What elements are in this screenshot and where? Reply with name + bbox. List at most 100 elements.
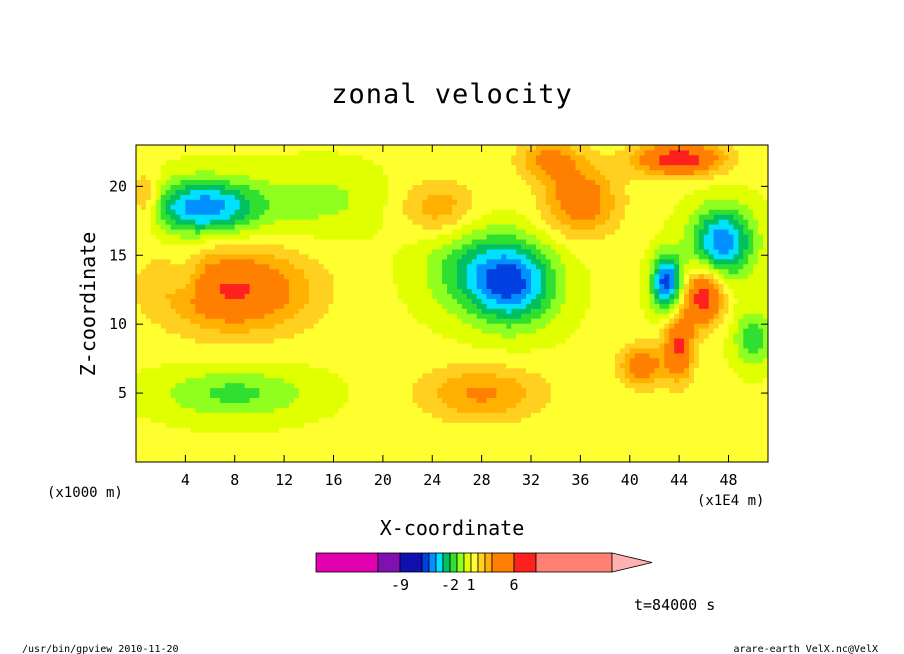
heatmap-cell <box>219 382 226 389</box>
heatmap-cell <box>160 407 167 413</box>
heatmap-cell <box>136 323 142 329</box>
heatmap-cell <box>358 402 364 408</box>
heatmap-cell <box>323 145 329 151</box>
heatmap-cell <box>298 288 305 294</box>
heatmap-cell <box>215 367 221 374</box>
heatmap-cell <box>338 343 344 349</box>
heatmap-cell <box>486 273 492 280</box>
heatmap-cell <box>160 348 167 354</box>
heatmap-cell <box>437 229 443 235</box>
heatmap-cell <box>392 457 399 463</box>
heatmap-cell <box>313 249 320 255</box>
heatmap-cell <box>456 145 463 151</box>
heatmap-cell <box>397 447 404 453</box>
heatmap-cell <box>377 308 384 314</box>
heatmap-cell <box>318 229 325 235</box>
heatmap-cell <box>368 164 374 171</box>
heatmap-cell <box>363 164 369 171</box>
heatmap-cell <box>377 288 384 294</box>
heatmap-cell <box>298 328 305 334</box>
heatmap-cell <box>145 273 152 280</box>
heatmap-cell <box>412 333 418 339</box>
heatmap-cell <box>180 328 186 334</box>
heatmap-cell <box>358 288 364 294</box>
heatmap-cell <box>200 382 206 389</box>
heatmap-cell <box>274 353 280 359</box>
heatmap-cell <box>506 278 512 285</box>
heatmap-cell <box>234 149 241 156</box>
heatmap-cell <box>481 204 487 210</box>
heatmap-cell <box>516 154 522 161</box>
heatmap-cell <box>402 244 408 250</box>
heatmap-cell <box>402 422 408 428</box>
heatmap-cell <box>136 214 142 220</box>
heatmap-cell <box>427 397 433 403</box>
heatmap-cell <box>456 447 463 453</box>
heatmap-cell <box>200 164 206 171</box>
heatmap-cell <box>274 452 280 458</box>
heatmap-cell <box>382 353 389 359</box>
heatmap-cell <box>284 268 290 275</box>
heatmap-cell <box>407 145 413 151</box>
heatmap-cell <box>501 214 507 220</box>
heatmap-cell <box>353 402 359 408</box>
heatmap-cell <box>427 164 433 171</box>
heatmap-cell <box>407 387 413 394</box>
heatmap-cell <box>274 313 280 319</box>
heatmap-cell <box>140 298 147 304</box>
heatmap-cell <box>387 432 394 438</box>
heatmap-cell <box>170 442 176 448</box>
heatmap-cell <box>496 214 502 220</box>
heatmap-cell <box>313 343 320 349</box>
heatmap-cell <box>427 328 433 334</box>
heatmap-cell <box>298 244 305 250</box>
heatmap-cell <box>185 145 191 151</box>
heatmap-cell <box>155 343 162 349</box>
heatmap-cell <box>338 189 344 195</box>
heatmap-cell <box>456 323 463 329</box>
heatmap-cell <box>412 397 418 403</box>
heatmap-cell <box>481 159 487 166</box>
heatmap-cell <box>254 263 260 270</box>
heatmap-cell <box>165 209 171 215</box>
heatmap-cell <box>427 145 433 151</box>
heatmap-cell <box>516 323 522 329</box>
heatmap-cell <box>466 268 473 275</box>
heatmap-cell <box>180 377 186 384</box>
heatmap-cell <box>501 234 507 240</box>
heatmap-cell <box>308 437 315 443</box>
heatmap-cell <box>200 199 206 205</box>
heatmap-cell <box>476 452 483 458</box>
heatmap-cell <box>333 154 339 161</box>
heatmap-cell <box>155 204 162 210</box>
heatmap-cell <box>215 214 221 220</box>
heatmap-cell <box>377 249 384 255</box>
heatmap-cell <box>219 303 226 309</box>
heatmap-cell <box>175 338 181 344</box>
heatmap-cell <box>506 214 512 220</box>
heatmap-cell <box>274 308 280 314</box>
heatmap-cell <box>234 333 241 339</box>
heatmap-cell <box>358 313 364 319</box>
heatmap-cell <box>298 303 305 309</box>
heatmap-cell <box>427 229 433 235</box>
heatmap-cell <box>313 313 320 319</box>
heatmap-cell <box>417 442 423 448</box>
heatmap-cell <box>289 159 295 166</box>
heatmap-cell <box>422 219 428 225</box>
heatmap-cell <box>397 179 404 186</box>
heatmap-cell <box>387 318 394 324</box>
heatmap-cell <box>353 353 359 359</box>
heatmap-cell <box>387 353 394 359</box>
heatmap-cell <box>501 268 507 275</box>
heatmap-cell <box>284 184 290 190</box>
heatmap-cell <box>155 169 162 176</box>
heatmap-cell <box>392 392 399 399</box>
heatmap-cell <box>461 457 468 463</box>
heatmap-cell <box>511 239 517 245</box>
heatmap-cell <box>279 253 285 260</box>
heatmap-cell <box>412 184 418 190</box>
heatmap-cell <box>234 318 241 324</box>
heatmap-cell <box>476 387 483 394</box>
heatmap-cell <box>210 377 216 384</box>
